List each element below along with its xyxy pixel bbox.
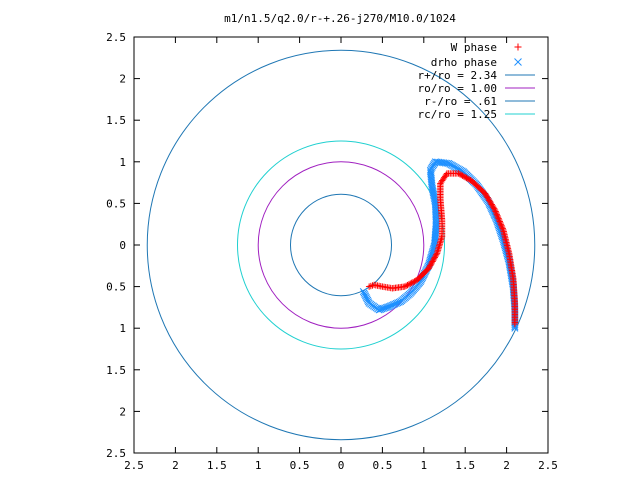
- x-tick-label: 2.5: [124, 459, 144, 472]
- x-tick-label: 1.5: [207, 459, 227, 472]
- x-tick-label: 1.5: [455, 459, 475, 472]
- data-point: [429, 258, 436, 265]
- data-point: [498, 223, 506, 231]
- y-tick-label: 0.5: [106, 197, 126, 210]
- x-tick-label: 2: [503, 459, 510, 472]
- y-tick-label: 0: [119, 239, 126, 252]
- data-point: [407, 280, 414, 287]
- y-tick-label: 0.5: [106, 281, 126, 294]
- legend-marker-drho-phase: [514, 58, 522, 66]
- y-tick-label: 2: [119, 73, 126, 86]
- data-point: [430, 256, 437, 264]
- data-point: [456, 170, 464, 178]
- legend-label-r-minus: r-/ro = .61: [424, 95, 497, 108]
- data-point: [462, 173, 469, 181]
- data-point: [494, 212, 501, 219]
- data-point: [465, 176, 473, 183]
- circle-0: [146, 49, 536, 441]
- data-point: [495, 215, 502, 222]
- x-tick-label: 1: [420, 459, 427, 472]
- x-tick-label: 0.5: [290, 459, 310, 472]
- data-point: [438, 178, 445, 186]
- data-point: [460, 173, 468, 180]
- data-point: [402, 282, 410, 290]
- data-point: [494, 213, 502, 221]
- legend-label-w-phase: W phase: [451, 41, 497, 54]
- data-point: [405, 281, 413, 288]
- x-tick-label: 0: [338, 459, 345, 472]
- legend-label-rc: rc/ro = 1.25: [418, 108, 497, 121]
- y-tick-label: 1.5: [106, 114, 126, 127]
- data-point: [412, 277, 419, 284]
- legend-label-r-plus: r+/ro = 2.34: [418, 69, 498, 82]
- data-point: [497, 219, 504, 227]
- data-point: [365, 283, 373, 290]
- data-point: [497, 221, 505, 228]
- data-point: [411, 278, 418, 285]
- data-point: [359, 288, 367, 296]
- data-point: [428, 259, 435, 267]
- data-point: [492, 209, 500, 217]
- data-point: [464, 175, 472, 182]
- data-point: [468, 177, 476, 185]
- series-w-phase: [365, 170, 519, 328]
- data-point: [433, 250, 441, 257]
- data-point: [370, 281, 378, 289]
- legend-label-drho-phase: drho phase: [431, 56, 497, 69]
- data-point: [376, 305, 385, 313]
- data-point: [430, 255, 438, 262]
- data-point: [413, 276, 421, 284]
- data-point: [492, 208, 499, 215]
- circle-3: [237, 140, 445, 350]
- data-series: [359, 158, 519, 332]
- legend-label-ro: ro/ro = 1.00: [418, 82, 497, 95]
- x-tick-label: 2.5: [538, 459, 558, 472]
- x-tick-label: 1: [255, 459, 262, 472]
- y-tick-label: 1.5: [106, 364, 126, 377]
- reference-circles: [146, 49, 536, 441]
- y-tick-label: 2.5: [106, 31, 126, 44]
- legend-plus-marker: [514, 43, 522, 51]
- y-tick-label: 1: [119, 156, 126, 169]
- data-point: [493, 211, 500, 218]
- legend-marker-w-phase: [514, 43, 522, 51]
- legend-x-marker: [514, 58, 522, 66]
- data-point: [498, 222, 505, 229]
- data-point: [409, 278, 417, 286]
- data-point: [427, 262, 434, 269]
- data-point: [459, 172, 466, 179]
- x-tick-label: 2: [172, 459, 179, 472]
- data-point: [463, 174, 470, 182]
- data-point: [495, 216, 503, 224]
- data-point: [496, 218, 503, 225]
- data-point: [404, 281, 411, 289]
- circle-2: [289, 193, 393, 297]
- data-point: [427, 261, 435, 268]
- data-point: [500, 226, 507, 234]
- x-tick-label: 0.5: [372, 459, 392, 472]
- y-tick-label: 1: [119, 322, 126, 335]
- data-point: [408, 279, 415, 287]
- data-point: [432, 252, 439, 260]
- data-point: [433, 251, 440, 258]
- data-point: [467, 176, 474, 184]
- y-tick-label: 2.5: [106, 447, 126, 460]
- data-point: [360, 289, 368, 297]
- chart-title: m1/n1.5/q2.0/r-+.26-j270/M10.0/1024: [224, 12, 456, 25]
- data-point: [499, 225, 506, 232]
- y-tick-label: 2: [119, 405, 126, 418]
- data-point: [511, 324, 519, 332]
- circle-1: [257, 161, 425, 329]
- data-point: [458, 171, 465, 179]
- data-point: [431, 254, 438, 261]
- legend: W phase drho phase r+/ro = 2.34 ro/ro = …: [418, 41, 535, 121]
- axis-ticks: 2.5 2 1.5 1 0.5 0 0.5 1 1.5 2 2.52.521.510.500.511…: [106, 31, 558, 472]
